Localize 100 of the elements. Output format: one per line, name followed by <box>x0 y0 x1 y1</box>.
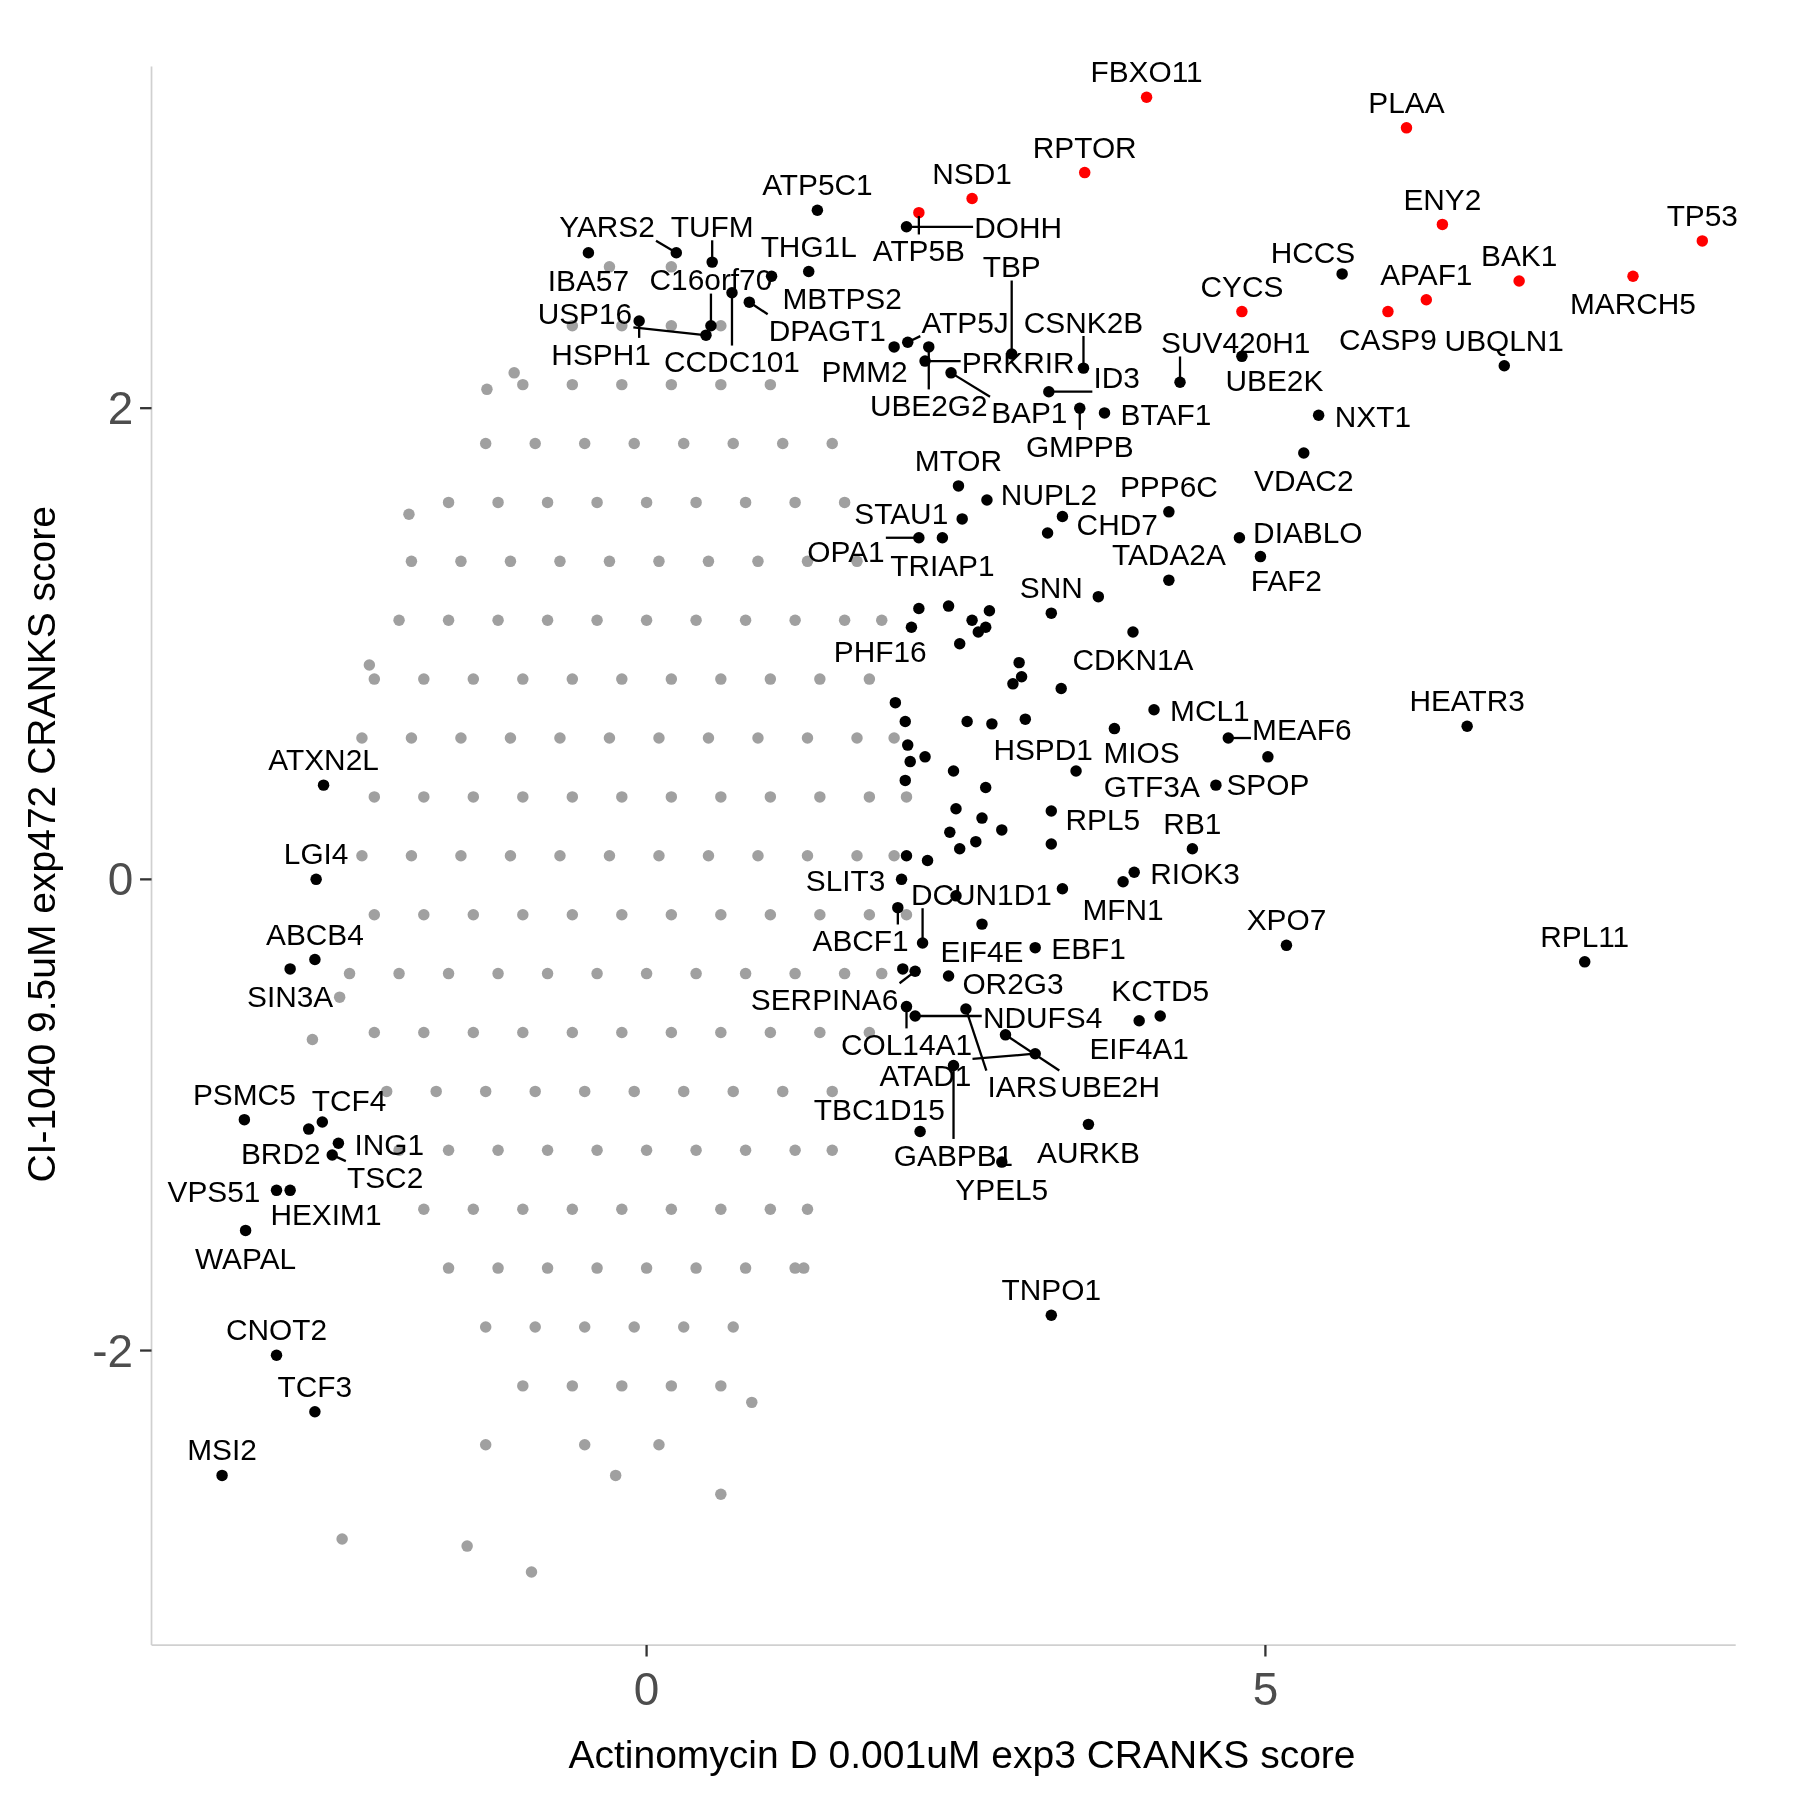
annotation: ATP5J <box>921 305 1009 339</box>
annotation: ABCF1 <box>812 924 909 958</box>
annotation: GMPPB <box>1025 429 1134 463</box>
annotation: PSMC5 <box>192 1077 296 1111</box>
annotation: CCDC101 <box>664 345 800 379</box>
annotation: ABCB4 <box>265 917 364 951</box>
point <box>1140 91 1153 103</box>
annotation: IBA57 <box>547 263 630 297</box>
annotation: EIF4A1 <box>1089 1031 1189 1065</box>
annotation: SERPINA6 <box>750 982 899 1016</box>
annotation: APAF1 <box>1380 257 1473 291</box>
annotation: CSNK2B <box>1023 305 1144 339</box>
annotation: UBE2H <box>1060 1070 1160 1104</box>
annotation: TUFM <box>670 209 754 243</box>
annotation: SUV420H1 <box>1161 326 1311 360</box>
annotation: CDKN1A <box>1072 643 1194 677</box>
annotation: VDAC2 <box>1254 464 1354 498</box>
annotation: USP16 <box>537 296 633 330</box>
point <box>1400 122 1413 134</box>
annotation: RIOK3 <box>1150 856 1240 890</box>
annotation: OR2G3 <box>962 967 1064 1001</box>
annotation: WAPAL <box>195 1241 297 1275</box>
annotation: CYCS <box>1200 269 1284 303</box>
y-tick-label: 0 <box>107 853 134 906</box>
annotation: ATP5C1 <box>762 168 873 202</box>
annotation: UBQLN1 <box>1444 323 1564 357</box>
annotation: MIOS <box>1103 736 1180 770</box>
annotation: MSI2 <box>187 1433 257 1467</box>
annotation: TRIAP1 <box>890 548 995 582</box>
annotation: SPOP <box>1226 768 1310 802</box>
annotation: MEAF6 <box>1252 713 1352 747</box>
annotation: DIABLO <box>1253 515 1363 549</box>
point <box>1627 270 1639 282</box>
annotation: RPTOR <box>1032 130 1137 164</box>
annotation: AURKB <box>1037 1135 1140 1169</box>
y-axis-title: CI-1040 9.5uM exp472 CRANKS score <box>20 506 64 1183</box>
point <box>1696 235 1709 247</box>
y-tick-label: 2 <box>107 382 134 435</box>
annotation: YPEL5 <box>955 1173 1049 1207</box>
annotation: PMM2 <box>821 354 908 388</box>
point <box>1513 275 1525 287</box>
annotation: TNPO1 <box>1001 1273 1102 1307</box>
annotation: FBXO11 <box>1090 55 1203 89</box>
annotation: ENY2 <box>1403 182 1482 216</box>
annotation: BRD2 <box>240 1136 321 1170</box>
annotation: FAF2 <box>1250 564 1322 598</box>
annotation: BAK1 <box>1480 239 1558 273</box>
annotation: SIN3A <box>247 980 334 1014</box>
annotation: TSC2 <box>346 1160 424 1194</box>
annotation: PLAA <box>1368 85 1445 119</box>
annotation: HSPH1 <box>551 337 651 371</box>
point <box>1436 218 1449 231</box>
annotation: XPO7 <box>1246 903 1327 937</box>
annotation: VPS51 <box>167 1174 261 1208</box>
annotation: CNOT2 <box>225 1313 328 1347</box>
annotation: RB1 <box>1163 806 1222 840</box>
annotation: MFN1 <box>1082 892 1164 926</box>
annotation: ING1 <box>354 1127 425 1161</box>
annotation: C16orf70 <box>649 263 773 297</box>
annotation: EBF1 <box>1051 932 1126 966</box>
annotation: UBE2G2 <box>869 389 988 423</box>
annotation: RPL5 <box>1065 802 1141 836</box>
y-tick-label: -2 <box>92 1324 134 1377</box>
annotation: MBTPS2 <box>782 282 902 316</box>
annotation: NUPL2 <box>1000 477 1098 511</box>
point <box>1236 305 1248 318</box>
annotation: THG1L <box>760 229 857 263</box>
annotation: IARS <box>987 1070 1058 1104</box>
annotation: ID3 <box>1093 361 1140 395</box>
annotation: HSPD1 <box>993 732 1093 766</box>
annotation: DCUN1D1 <box>910 877 1052 911</box>
point <box>1420 294 1433 306</box>
annotation: HEATR3 <box>1409 684 1525 718</box>
annotation: DPAGT1 <box>768 313 886 347</box>
annotation: NXT1 <box>1334 399 1411 433</box>
annotation: PPP6C <box>1119 469 1218 503</box>
annotation: NSD1 <box>932 156 1012 190</box>
annotation: GTF3A <box>1103 769 1200 803</box>
annotation: SLIT3 <box>805 864 886 897</box>
annotation: UBE2K <box>1225 364 1324 397</box>
point <box>966 192 978 205</box>
annotation: PRKRIR <box>961 345 1075 379</box>
annotation: YARS2 <box>559 210 655 244</box>
annotation: TCF4 <box>311 1083 387 1117</box>
point <box>1382 305 1394 318</box>
annotation: DOHH <box>974 211 1063 245</box>
annotation: PHF16 <box>833 634 927 668</box>
point <box>913 206 925 219</box>
point <box>1078 166 1091 179</box>
annotation: GABPB1 <box>893 1138 1014 1172</box>
annotation: HEXIM1 <box>270 1197 382 1231</box>
annotation: MCL1 <box>1170 694 1250 728</box>
annotation: RPL11 <box>1540 919 1630 953</box>
annotation: OPA1 <box>807 534 885 568</box>
annotation: LGI4 <box>283 837 349 871</box>
annotation: MARCH5 <box>1570 287 1696 321</box>
x-axis-title: Actinomycin D 0.001uM exp3 CRANKS score <box>568 1732 1356 1776</box>
annotation: STAU1 <box>854 496 949 530</box>
annotation: CASP9 <box>1339 322 1437 356</box>
annotation: BAP1 <box>991 396 1068 430</box>
